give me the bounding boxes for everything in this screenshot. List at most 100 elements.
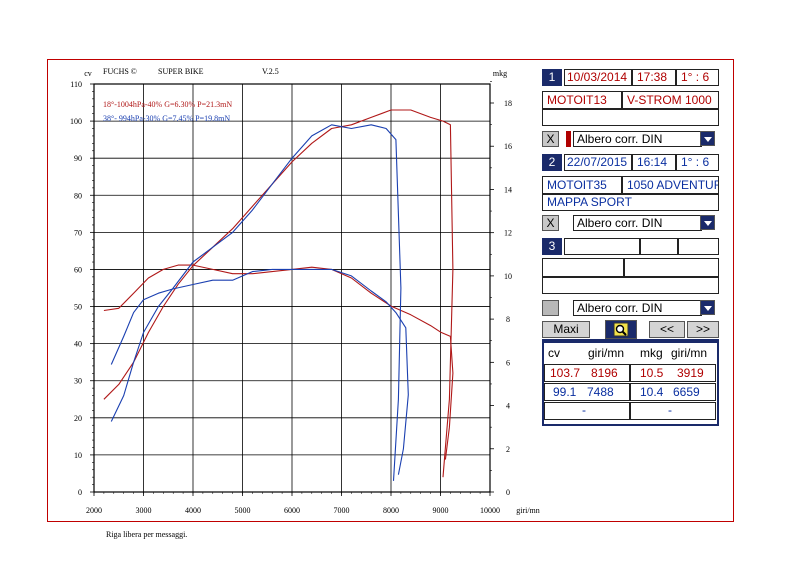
run1-number[interactable]: 1 (542, 69, 562, 86)
x-tick-label: 4000 (185, 506, 201, 515)
row2-mkg-cell (630, 383, 716, 401)
run3-bike (624, 258, 719, 277)
row1-cv: 103.7 (550, 366, 581, 380)
y-right-tick-label: 2 (506, 445, 510, 454)
zoom-button[interactable] (605, 320, 637, 339)
row2-cv-cell (544, 383, 630, 401)
run2-correction-select[interactable]: Albero corr. DIN (573, 215, 702, 231)
y-right-tick-label: 4 (506, 402, 510, 411)
run2-bike: 1050 ADVENTUF (622, 176, 719, 194)
run3-code (542, 258, 624, 277)
run1-color-marker (566, 131, 571, 147)
series-run2-mkg (110, 268, 409, 475)
run2-remove-button[interactable]: X (542, 215, 559, 231)
run3-ratio (678, 238, 719, 255)
row2-mkg: 10.4 (640, 385, 664, 399)
magnifier-icon (613, 322, 629, 337)
run1-time: 17:38 (632, 69, 676, 86)
run1-ratio: 1° : 6 (676, 69, 719, 86)
y-right-tick-label: 16 (504, 142, 512, 151)
run2-note[interactable]: MAPPA SPORT (542, 194, 719, 211)
y-left-tick-label: 40 (74, 340, 82, 349)
run2-code: MOTOIT35 (542, 176, 622, 194)
run1-bike: V-STROM 1000 (622, 91, 719, 109)
x-tick-label: 7000 (334, 506, 350, 515)
y-right-tick-label: 12 (504, 229, 512, 238)
run3-date (564, 238, 640, 255)
y-left-tick-label: 70 (74, 228, 82, 237)
y-left-tick-label: 60 (74, 265, 82, 274)
run3-correction-select[interactable]: Albero corr. DIN (573, 300, 702, 316)
y-right-tick-label: 6 (506, 358, 510, 367)
y-right-tick-label: 18 (504, 99, 512, 108)
series-run1-mkg (103, 264, 454, 460)
x-tick-label: 10000 (480, 506, 500, 515)
y-left-tick-label: 100 (70, 117, 82, 126)
y-left-tick-label: 80 (74, 191, 82, 200)
row1-cv-cell (544, 364, 630, 382)
y-left-tick-label: 10 (74, 451, 82, 460)
next-button[interactable]: >> (687, 321, 719, 338)
run1-date: 10/03/2014 (564, 69, 632, 86)
run1-note[interactable] (542, 109, 719, 126)
run1-remove-button[interactable]: X (542, 131, 559, 147)
x-tick-label: 2000 (86, 506, 102, 515)
series-run1-cv (103, 109, 454, 478)
series-run2-cv (110, 124, 402, 481)
row1-mkg: 10.5 (640, 366, 664, 380)
maxi-button[interactable]: Maxi (542, 321, 590, 338)
run2-time: 16:14 (632, 154, 676, 171)
y-left-axis-label: cv (84, 69, 92, 78)
run3-dropdown-icon[interactable] (700, 300, 715, 315)
run1-correction-select[interactable]: Albero corr. DIN (573, 131, 702, 147)
header-cv-rpm: giri/mn (588, 346, 625, 360)
header-mkg-rpm: giri/mn (671, 346, 708, 360)
sheet-frame (47, 59, 734, 522)
y-right-axis-label: mkg (493, 69, 507, 78)
model-label: SUPER BIKE (158, 67, 204, 76)
run2-ratio: 1° : 6 (676, 154, 719, 171)
y-right-tick-label: 10 (504, 272, 512, 281)
run3-note[interactable] (542, 277, 719, 294)
y-left-tick-label: 0 (78, 488, 82, 497)
y-right-tick-label: 8 (506, 315, 510, 324)
y-left-tick-label: 90 (74, 154, 82, 163)
run3-time (640, 238, 678, 255)
row3-mkg-cell (630, 402, 716, 420)
y-right-tick-label: 0 (506, 488, 510, 497)
x-tick-label: 8000 (383, 506, 399, 515)
prev-button[interactable]: << (649, 321, 685, 338)
annotation-1: 18°-1004hPa-40% G=6.30% P=21.3mN (103, 100, 232, 109)
run3-number[interactable]: 3 (542, 238, 562, 255)
y-left-tick-label: 110 (70, 80, 82, 89)
run2-dropdown-icon[interactable] (700, 215, 715, 230)
y-right-tick-label: 14 (504, 185, 512, 194)
brand-label: FUCHS © (103, 67, 137, 76)
run1-code: MOTOIT13 (542, 91, 622, 109)
x-tick-label: 3000 (136, 506, 152, 515)
header-cv: cv (548, 346, 560, 360)
x-tick-label: 9000 (433, 506, 449, 515)
row3-mkg: - (668, 403, 672, 417)
annotation-2: 38°- 994hPa-30% G=7.45% P=19.8mN (103, 114, 230, 123)
run2-date: 22/07/2015 (564, 154, 632, 171)
row3-cv-cell (544, 402, 630, 420)
version-label: V.2.5 (262, 67, 279, 76)
row2-mkg-rpm: 6659 (673, 385, 700, 399)
row3-cv: - (582, 403, 586, 417)
y-left-tick-label: 20 (74, 414, 82, 423)
row2-cv-rpm: 7488 (587, 385, 614, 399)
row1-cv-rpm: 8196 (591, 366, 618, 380)
x-tick-label: 5000 (235, 506, 251, 515)
row2-cv: 99.1 (553, 385, 577, 399)
header-mkg: mkg (640, 346, 663, 360)
x-tick-label: 6000 (284, 506, 300, 515)
run1-dropdown-icon[interactable] (700, 131, 715, 146)
row1-mkg-rpm: 3919 (677, 366, 704, 380)
run2-number[interactable]: 2 (542, 154, 562, 171)
run3-remove-button[interactable] (542, 300, 559, 316)
results-divider (542, 339, 719, 341)
y-left-tick-label: 30 (74, 377, 82, 386)
